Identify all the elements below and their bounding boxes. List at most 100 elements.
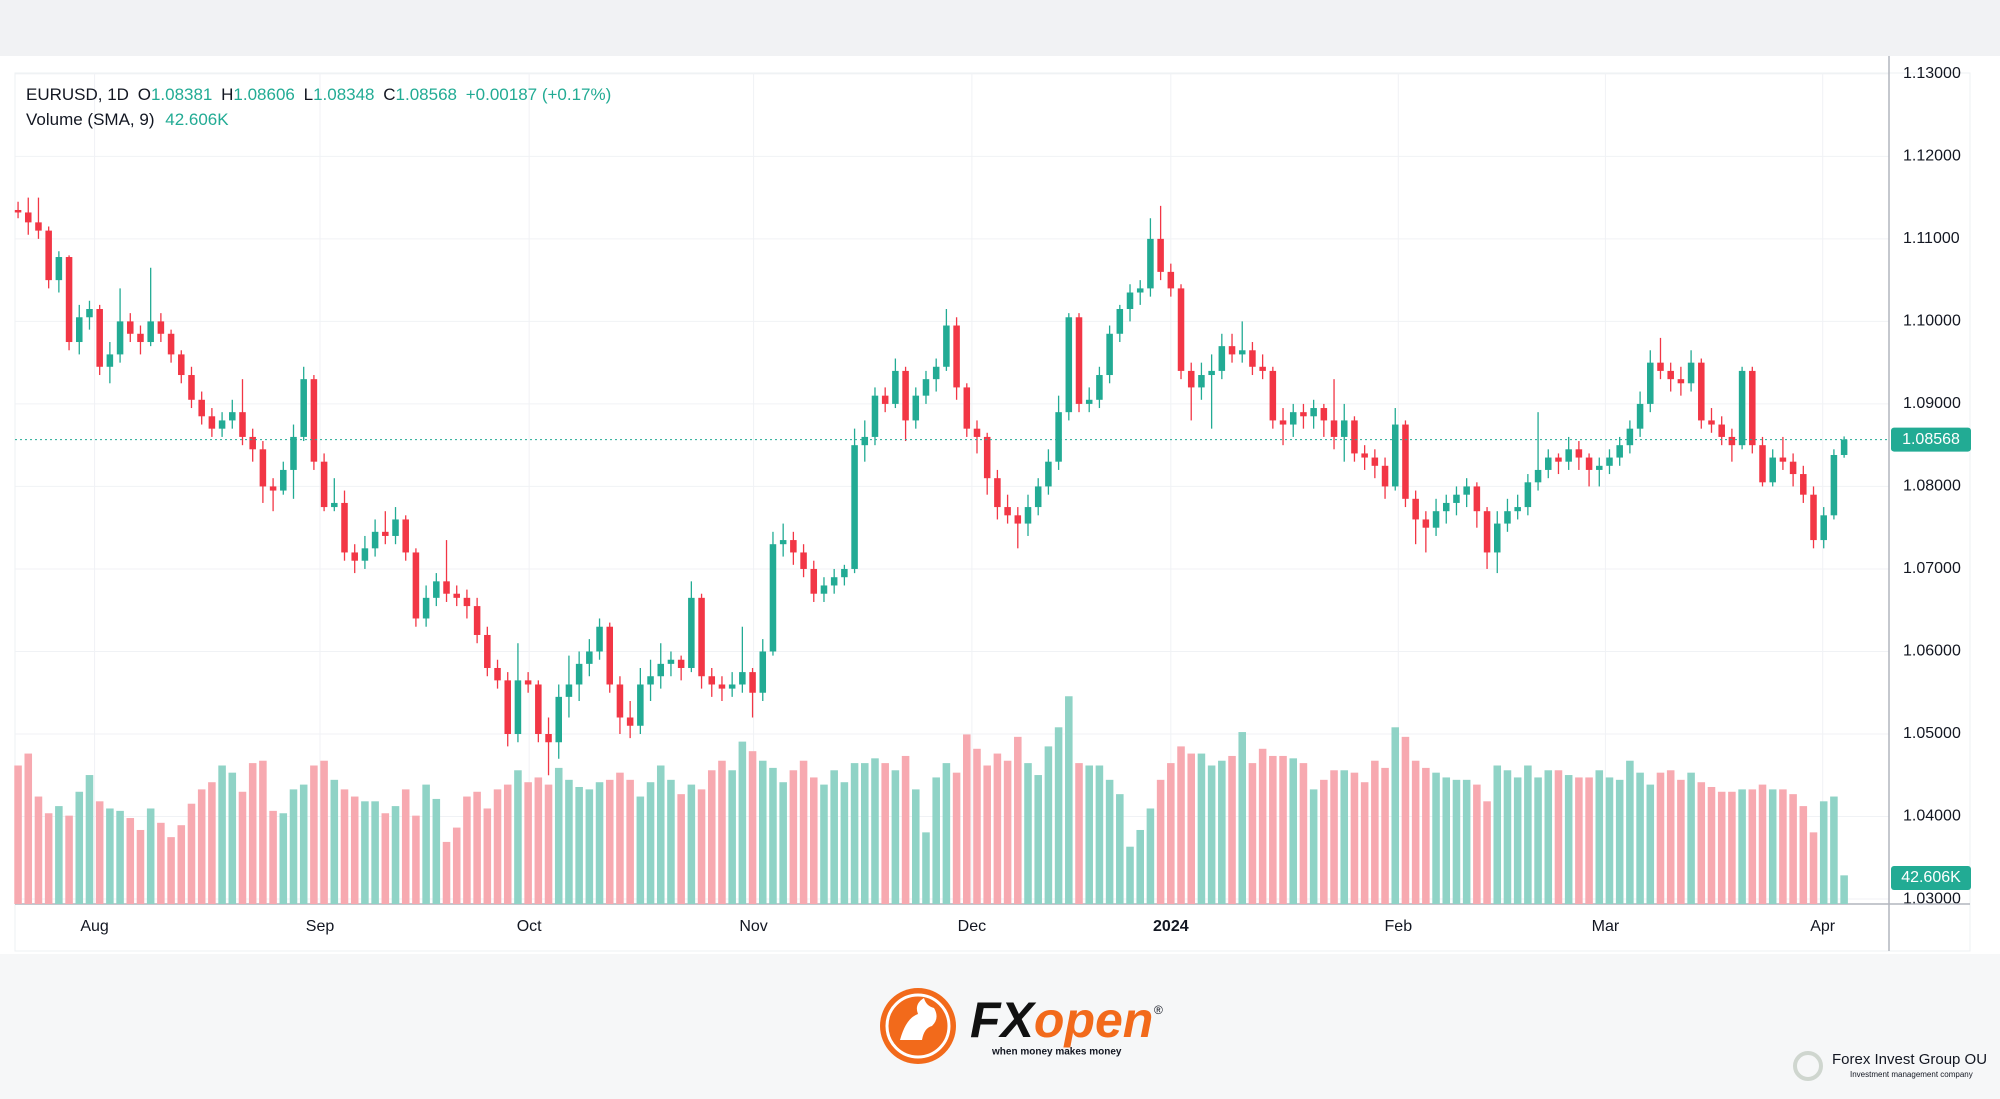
candle-body [208,416,216,429]
volume-bar [1248,763,1257,904]
candle-body [1340,420,1348,437]
candle-body [1361,453,1368,458]
volume-bar [983,765,991,904]
y-tick-label: 1.11000 [1903,230,1960,247]
y-tick-label: 1.09000 [1903,395,1961,412]
volume-bar [116,810,124,904]
candle-body [1034,486,1042,508]
candle-body [1453,494,1460,503]
candle-body [698,597,705,677]
volume-bar [1830,796,1838,904]
volume-bar [65,815,73,904]
volume-bar [330,779,339,904]
brand-name: FXopen [970,992,1153,1048]
volume-bar [687,784,696,904]
volume-bar [1748,789,1757,904]
footer [0,954,2000,1099]
volume-bar [871,758,879,904]
volume-bar [514,770,522,904]
y-tick-label: 1.07000 [1903,560,1961,577]
candle-body [1279,420,1287,425]
candle-body [892,370,899,404]
candle-body [1840,439,1848,455]
volume-bar [1401,736,1410,904]
last-price-box [1891,427,1971,452]
volume-bar [1187,753,1195,904]
volume-bar [1075,763,1083,904]
candle-body [402,519,409,553]
candle-body [422,597,430,619]
volume-bar [279,813,288,904]
volume-bar [1840,875,1848,904]
candle-body [1565,449,1572,462]
volume-bar [248,763,257,904]
y-tick-label: 1.12000 [1903,148,1961,165]
candle-body [1024,507,1032,524]
volume-bar [1595,770,1604,904]
volume-bar [1340,770,1349,904]
candle-body [229,412,236,421]
volume-bar [1034,775,1042,904]
candle-body [463,597,471,607]
candle-body [1698,362,1705,421]
volume-bar [1564,775,1573,904]
volume-bar [677,794,685,904]
volume-bar [371,801,379,904]
candle-body [1402,424,1409,499]
volume-bar [758,760,767,904]
volume-bar [1799,806,1808,904]
candle-body [983,436,991,479]
volume-bar [473,791,481,904]
volume-bar [1218,760,1226,904]
candle-body [912,395,920,421]
volume-bar [1228,755,1236,904]
volume-bar [146,808,155,904]
candle-body [1269,370,1277,421]
candle-body [1055,412,1062,462]
volume-bar [483,808,492,904]
candle-body [1647,362,1654,404]
candle-body [1483,511,1491,553]
volume-bar [636,796,645,904]
candle-body [667,659,675,664]
candle-body [1800,474,1807,495]
candle-body [1300,412,1307,417]
volume-bar [1167,763,1175,904]
candle-body [1167,271,1175,289]
last-price-label: 1.08568 [1902,431,1960,448]
volume-bar [993,753,1002,904]
volume-bar [24,753,33,904]
volume-bar [1513,777,1522,904]
candle-body [994,478,1001,508]
y-tick-label: 1.03000 [1903,890,1961,907]
candle-body [881,395,889,404]
volume-bar [1666,770,1675,904]
volume-bar [1054,727,1063,904]
candle-body [1494,523,1501,553]
volume-bar [1534,777,1542,904]
volume-bar [952,772,961,904]
candle-body [739,672,746,685]
x-tick-label: Mar [1592,918,1620,935]
volume-bar [34,796,43,904]
candle-body [1187,370,1195,388]
volume-bar [667,779,675,904]
volume-bar [707,770,716,904]
volume-bar [289,789,298,904]
candle-body [504,680,511,735]
volume-bar [912,789,920,904]
candle-body [953,325,960,388]
candle-body [677,659,685,668]
candle-body [1442,502,1450,512]
candle-body [1677,379,1685,384]
candle-body [106,354,114,367]
close-value: 1.08568 [396,85,457,104]
candle-body [1208,370,1215,376]
volume-bar [1422,767,1430,904]
candle-body [1810,494,1817,541]
logo [880,988,956,1064]
volume-bar [830,770,838,904]
candle-body [35,222,42,231]
volume-bar [1320,779,1328,904]
